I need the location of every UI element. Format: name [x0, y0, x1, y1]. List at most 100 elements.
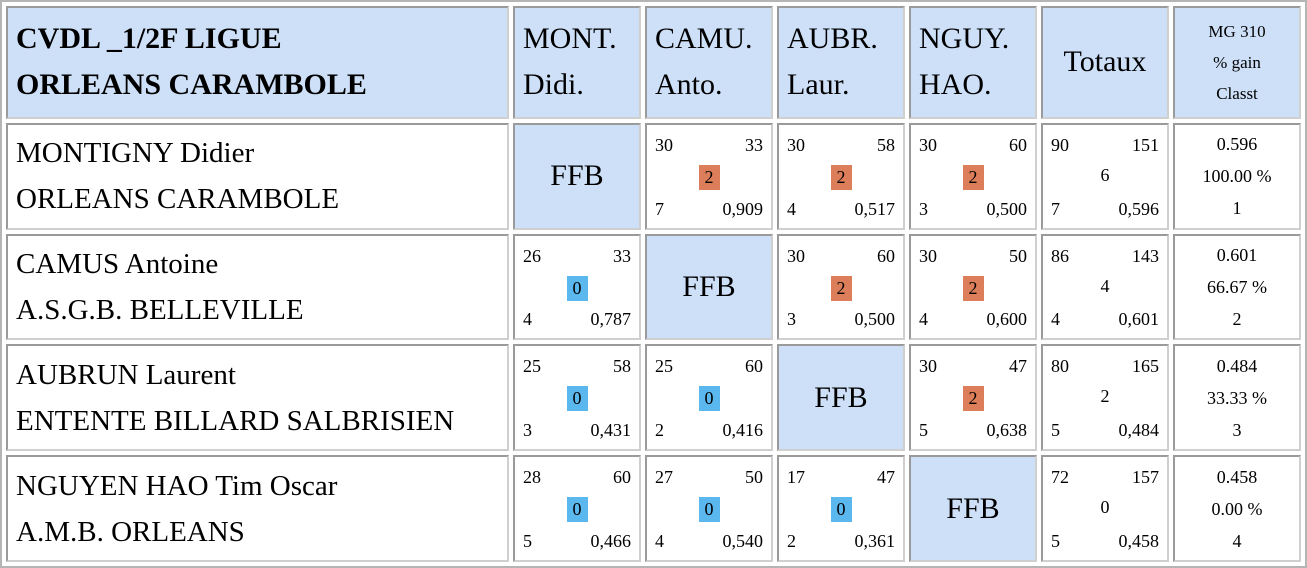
match-serie: 3 — [787, 309, 796, 330]
mg-header-line-2: % gain — [1213, 52, 1261, 72]
match-serie: 7 — [655, 198, 664, 219]
total-match-points: 4 — [1100, 275, 1110, 296]
match-result-badge: 2 — [962, 164, 984, 190]
match-serie: 5 — [523, 531, 532, 551]
match-points: 30 — [787, 245, 805, 266]
totals-cell: 90 151 6 7 0,596 — [1041, 122, 1169, 230]
player-club: A.S.G.B. BELLEVILLE — [16, 294, 304, 327]
title-line-1: CVDL _1/2F LIGUE — [16, 22, 282, 56]
match-points: 25 — [655, 356, 673, 377]
total-match-points: 6 — [1100, 164, 1110, 185]
mg-moyenne: 0.601 — [1216, 245, 1258, 266]
col-header-line-1: MONT. — [523, 22, 617, 56]
col-header-line-1: NGUY. — [919, 22, 1010, 56]
total-serie: 5 — [1051, 531, 1060, 551]
match-serie: 3 — [523, 420, 532, 441]
match-result-badge: 0 — [566, 386, 588, 412]
total-moyenne: 0,458 — [1118, 531, 1160, 551]
mg-header-line-1: MG 310 — [1208, 21, 1266, 41]
col-header-line-2: Laur. — [787, 68, 850, 102]
match-cell: 30 47 2 5 0,638 — [909, 344, 1037, 452]
totals-cell: 72 157 0 5 0,458 — [1041, 455, 1169, 562]
match-cell: 30 33 2 7 0,909 — [645, 122, 773, 230]
mg-rank: 4 — [1232, 530, 1242, 551]
total-points: 80 — [1051, 356, 1069, 377]
col-header-montigny: MONT. Didi. — [513, 6, 641, 119]
player-name: MONTIGNY Didier — [16, 137, 255, 170]
match-reprises: 58 — [613, 356, 631, 377]
match-reprises: 60 — [745, 356, 763, 377]
total-serie: 4 — [1051, 309, 1060, 330]
match-reprises: 60 — [877, 245, 895, 266]
table-row: NGUYEN HAO Tim Oscar A.M.B. ORLEANS 28 60 0 5… — [6, 455, 1301, 562]
mg-cell: 0.458 0.00 % 4 — [1173, 455, 1301, 562]
match-cell: 27 50 0 4 0,540 — [645, 455, 773, 562]
match-moyenne: 0,909 — [722, 198, 764, 219]
match-serie: 2 — [787, 531, 796, 551]
totals-cell: 86 143 4 4 0,601 — [1041, 233, 1169, 341]
col-header-line-2: Anto. — [655, 68, 723, 102]
mg-moyenne: 0.484 — [1216, 355, 1258, 376]
ffb-cell: FFB — [777, 344, 905, 452]
match-points: 26 — [523, 245, 541, 266]
mg-pct-gain: 66.67 % — [1207, 277, 1267, 298]
total-reprises: 151 — [1132, 134, 1159, 155]
match-moyenne: 0,787 — [590, 309, 632, 330]
match-moyenne: 0,361 — [854, 531, 896, 551]
mg-cell: 0.484 33.33 % 3 — [1173, 344, 1301, 452]
total-points: 90 — [1051, 134, 1069, 155]
match-moyenne: 0,517 — [854, 198, 896, 219]
match-serie: 2 — [655, 420, 664, 441]
total-match-points: 0 — [1100, 497, 1110, 518]
total-serie: 7 — [1051, 198, 1060, 219]
match-serie: 4 — [787, 198, 796, 219]
table-title: CVDL _1/2F LIGUE ORLEANS CARAMBOLE — [6, 6, 509, 119]
match-reprises: 50 — [1009, 245, 1027, 266]
col-header-line-2: HAO. — [919, 68, 992, 102]
match-result-badge: 0 — [698, 497, 720, 523]
mg-pct-gain: 33.33 % — [1207, 387, 1267, 408]
player-cell: MONTIGNY Didier ORLEANS CARAMBOLE — [6, 122, 509, 230]
header-row: CVDL _1/2F LIGUE ORLEANS CARAMBOLE MONT.… — [6, 6, 1301, 119]
title-line-2: ORLEANS CARAMBOLE — [16, 68, 367, 102]
match-cell: 26 33 0 4 0,787 — [513, 233, 641, 341]
match-cell: 30 60 2 3 0,500 — [909, 122, 1037, 230]
match-cell: 17 47 0 2 0,361 — [777, 455, 905, 562]
match-result-badge: 2 — [698, 164, 720, 190]
match-reprises: 47 — [877, 467, 895, 488]
match-reprises: 60 — [1009, 134, 1027, 155]
match-points: 30 — [919, 245, 937, 266]
player-club: ENTENTE BILLARD SALBRISIEN — [16, 404, 455, 437]
match-cell: 28 60 0 5 0,466 — [513, 455, 641, 562]
match-cell: 30 58 2 4 0,517 — [777, 122, 905, 230]
match-points: 17 — [787, 467, 805, 488]
match-moyenne: 0,600 — [986, 309, 1028, 330]
player-name: NGUYEN HAO Tim Oscar — [16, 469, 338, 502]
table-row: MONTIGNY Didier ORLEANS CARAMBOLE FFB 30 33 2… — [6, 122, 1301, 230]
match-result-badge: 2 — [962, 386, 984, 412]
match-serie: 4 — [919, 309, 928, 330]
total-serie: 5 — [1051, 420, 1060, 441]
player-cell: AUBRUN Laurent ENTENTE BILLARD SALBRISIEN — [6, 344, 509, 452]
match-moyenne: 0,540 — [722, 531, 764, 551]
match-moyenne: 0,431 — [590, 420, 632, 441]
col-header-aubrun: AUBR. Laur. — [777, 6, 905, 119]
match-moyenne: 0,500 — [854, 309, 896, 330]
total-reprises: 143 — [1132, 245, 1159, 266]
totals-header: Totaux — [1041, 6, 1169, 119]
match-result-badge: 0 — [566, 497, 588, 523]
match-reprises: 50 — [745, 467, 763, 488]
ffb-cell: FFB — [645, 233, 773, 341]
mg-moyenne: 0.596 — [1216, 134, 1258, 155]
table-row: AUBRUN Laurent ENTENTE BILLARD SALBRISIEN… — [6, 344, 1301, 452]
match-serie: 4 — [655, 531, 664, 551]
match-moyenne: 0,416 — [722, 420, 764, 441]
match-reprises: 60 — [613, 467, 631, 488]
player-name: AUBRUN Laurent — [16, 358, 236, 391]
mg-rank: 2 — [1232, 309, 1242, 330]
col-header-line-2: Didi. — [523, 68, 584, 102]
mg-pct-gain: 0.00 % — [1211, 498, 1263, 519]
match-reprises: 47 — [1009, 356, 1027, 377]
mg-cell: 0.596 100.00 % 1 — [1173, 122, 1301, 230]
player-club: A.M.B. ORLEANS — [16, 515, 245, 548]
